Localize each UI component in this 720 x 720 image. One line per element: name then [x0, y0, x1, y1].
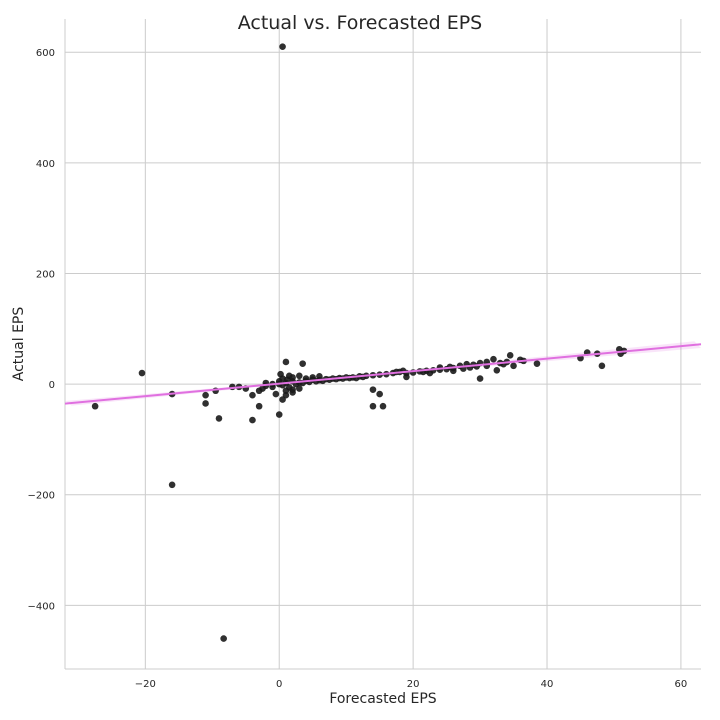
- data-point: [277, 370, 284, 378]
- data-point: [369, 402, 377, 410]
- x-tick-label: 20: [407, 679, 420, 690]
- data-point: [283, 376, 291, 383]
- data-point: [255, 402, 263, 410]
- data-point: [279, 43, 286, 50]
- data-point: [296, 372, 303, 380]
- data-point: [506, 352, 514, 359]
- data-point: [138, 369, 146, 377]
- y-tick-label: 200: [36, 269, 55, 280]
- x-tick-label: −20: [135, 679, 156, 690]
- data-point: [249, 416, 256, 424]
- data-point: [275, 411, 283, 418]
- data-point: [493, 366, 501, 374]
- data-point: [202, 400, 209, 407]
- data-point: [282, 358, 290, 366]
- y-tick-label: −200: [28, 491, 55, 502]
- data-point: [369, 386, 377, 393]
- data-point: [91, 402, 99, 410]
- x-tick-label: 0: [276, 679, 282, 690]
- data-point: [272, 390, 280, 398]
- data-point: [289, 389, 296, 396]
- axes: [64, 19, 701, 670]
- data-point: [215, 415, 223, 422]
- y-tick-label: −400: [28, 601, 55, 612]
- data-point: [490, 355, 497, 363]
- y-tick-label: 0: [49, 380, 55, 391]
- data-point: [376, 390, 383, 398]
- data-point: [476, 375, 484, 382]
- data-point: [202, 391, 209, 399]
- grid-lines: [65, 19, 701, 669]
- regression-line: [64, 343, 702, 405]
- data-point: [598, 362, 606, 370]
- regression-line-path: [64, 343, 702, 405]
- data-point: [289, 374, 296, 381]
- y-tick-label: 400: [36, 159, 55, 170]
- x-tick-label: 40: [541, 679, 554, 690]
- x-axis-label: Forecasted EPS: [329, 691, 436, 707]
- data-point: [220, 635, 227, 642]
- data-point: [426, 369, 434, 377]
- data-point: [309, 374, 317, 381]
- data-point: [379, 402, 387, 410]
- data-point: [282, 387, 290, 395]
- x-tick-label: 60: [675, 679, 688, 690]
- data-point: [403, 373, 410, 381]
- data-point: [259, 385, 266, 392]
- data-point: [299, 360, 306, 367]
- data-point: [510, 362, 517, 370]
- data-point: [316, 373, 323, 380]
- data-point: [249, 391, 256, 399]
- data-point: [168, 481, 176, 489]
- chart-title: Actual vs. Forecasted EPS: [238, 12, 483, 34]
- y-axis-label: Actual EPS: [11, 307, 27, 382]
- y-tick-label: 600: [36, 48, 55, 59]
- data-point: [533, 360, 541, 367]
